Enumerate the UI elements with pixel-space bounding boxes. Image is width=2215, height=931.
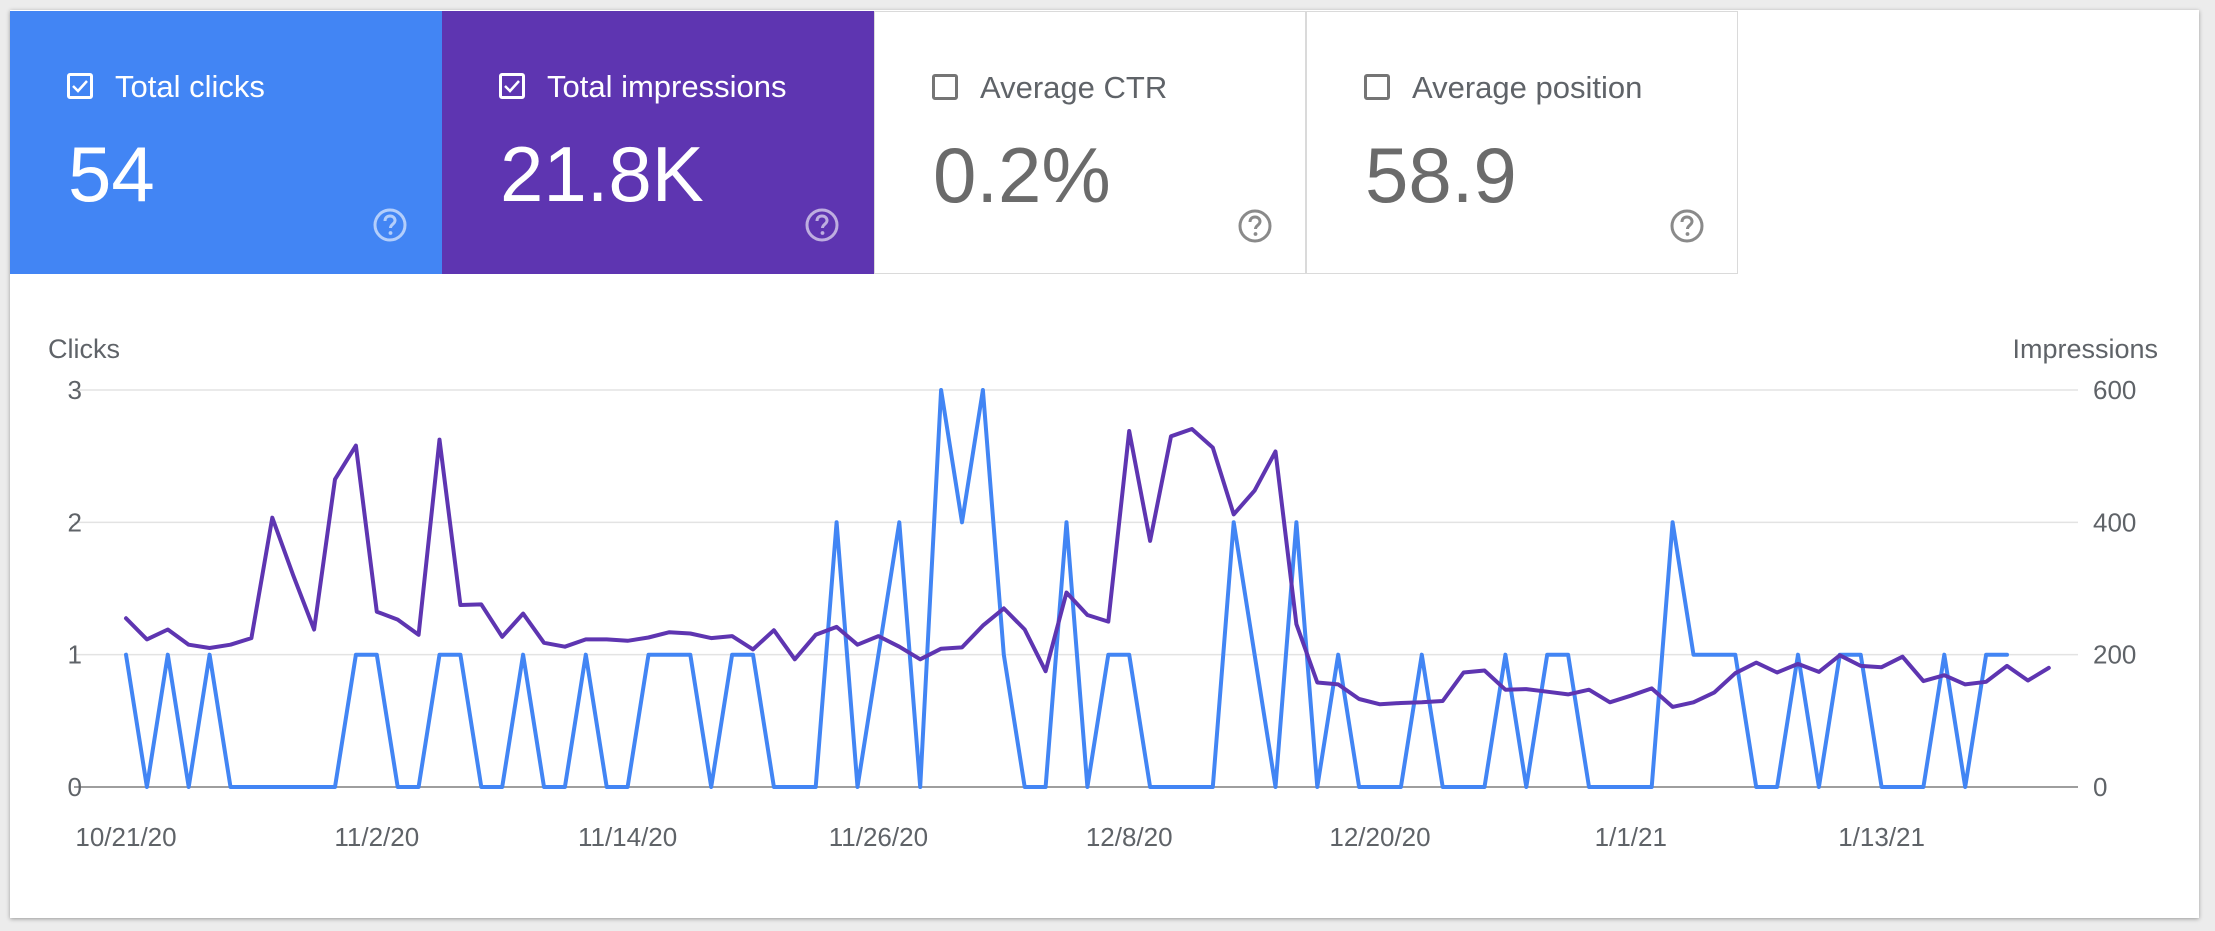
y-right-tick-label: 200	[2093, 640, 2136, 670]
help-circle-icon[interactable]	[804, 207, 840, 243]
y-left-tick-label: 0	[68, 772, 82, 802]
y-right-tick-label: 0	[2093, 772, 2107, 802]
total-impressions-value: 21.8K	[500, 130, 704, 218]
y-right-axis-title: Impressions	[2012, 334, 2158, 364]
help-circle-icon[interactable]	[372, 207, 408, 243]
average-position-label: Average position	[1412, 70, 1643, 105]
performance-panel: Total clicks 54 Total impressions 21.8K …	[10, 10, 2199, 918]
y-left-tick-label: 2	[68, 507, 82, 537]
average-ctr-value: 0.2%	[933, 131, 1111, 219]
y-right-tick-label: 400	[2093, 507, 2136, 537]
total-clicks-value: 54	[68, 130, 155, 218]
x-tick-label: 11/2/20	[334, 822, 419, 852]
card-average-ctr[interactable]: Average CTR 0.2%	[874, 11, 1306, 274]
average-ctr-checkbox[interactable]	[932, 74, 958, 100]
total-clicks-checkbox[interactable]	[67, 73, 93, 99]
total-impressions-checkbox[interactable]	[499, 73, 525, 99]
total-clicks-label: Total clicks	[115, 69, 265, 104]
card-total-clicks[interactable]: Total clicks 54	[10, 11, 442, 274]
total-impressions-label: Total impressions	[547, 69, 787, 104]
average-position-checkbox[interactable]	[1364, 74, 1390, 100]
y-left-axis-title: Clicks	[48, 334, 120, 364]
average-position-value: 58.9	[1365, 131, 1517, 219]
x-tick-label: 1/13/21	[1838, 822, 1925, 852]
series-line-impressions	[124, 427, 2051, 709]
x-tick-label: 11/26/20	[829, 822, 928, 852]
x-tick-label: 12/20/20	[1329, 822, 1430, 852]
average-ctr-label: Average CTR	[980, 70, 1168, 105]
y-left-tick-label: 1	[68, 640, 82, 670]
x-tick-label: 12/8/20	[1086, 822, 1173, 852]
x-tick-label: 1/1/21	[1595, 822, 1667, 852]
checkmark-icon	[504, 80, 520, 93]
y-left-tick-label: 3	[68, 375, 82, 405]
card-total-impressions[interactable]: Total impressions 21.8K	[442, 11, 874, 274]
checkmark-icon	[72, 80, 88, 93]
series-line-clicks	[124, 388, 2009, 789]
x-tick-label: 10/21/20	[75, 822, 176, 852]
card-average-position[interactable]: Average position 58.9	[1306, 11, 1738, 274]
y-right-tick-label: 600	[2093, 375, 2136, 405]
help-circle-icon[interactable]	[1669, 208, 1705, 244]
help-circle-icon[interactable]	[1237, 208, 1273, 244]
x-tick-label: 11/14/20	[578, 822, 677, 852]
